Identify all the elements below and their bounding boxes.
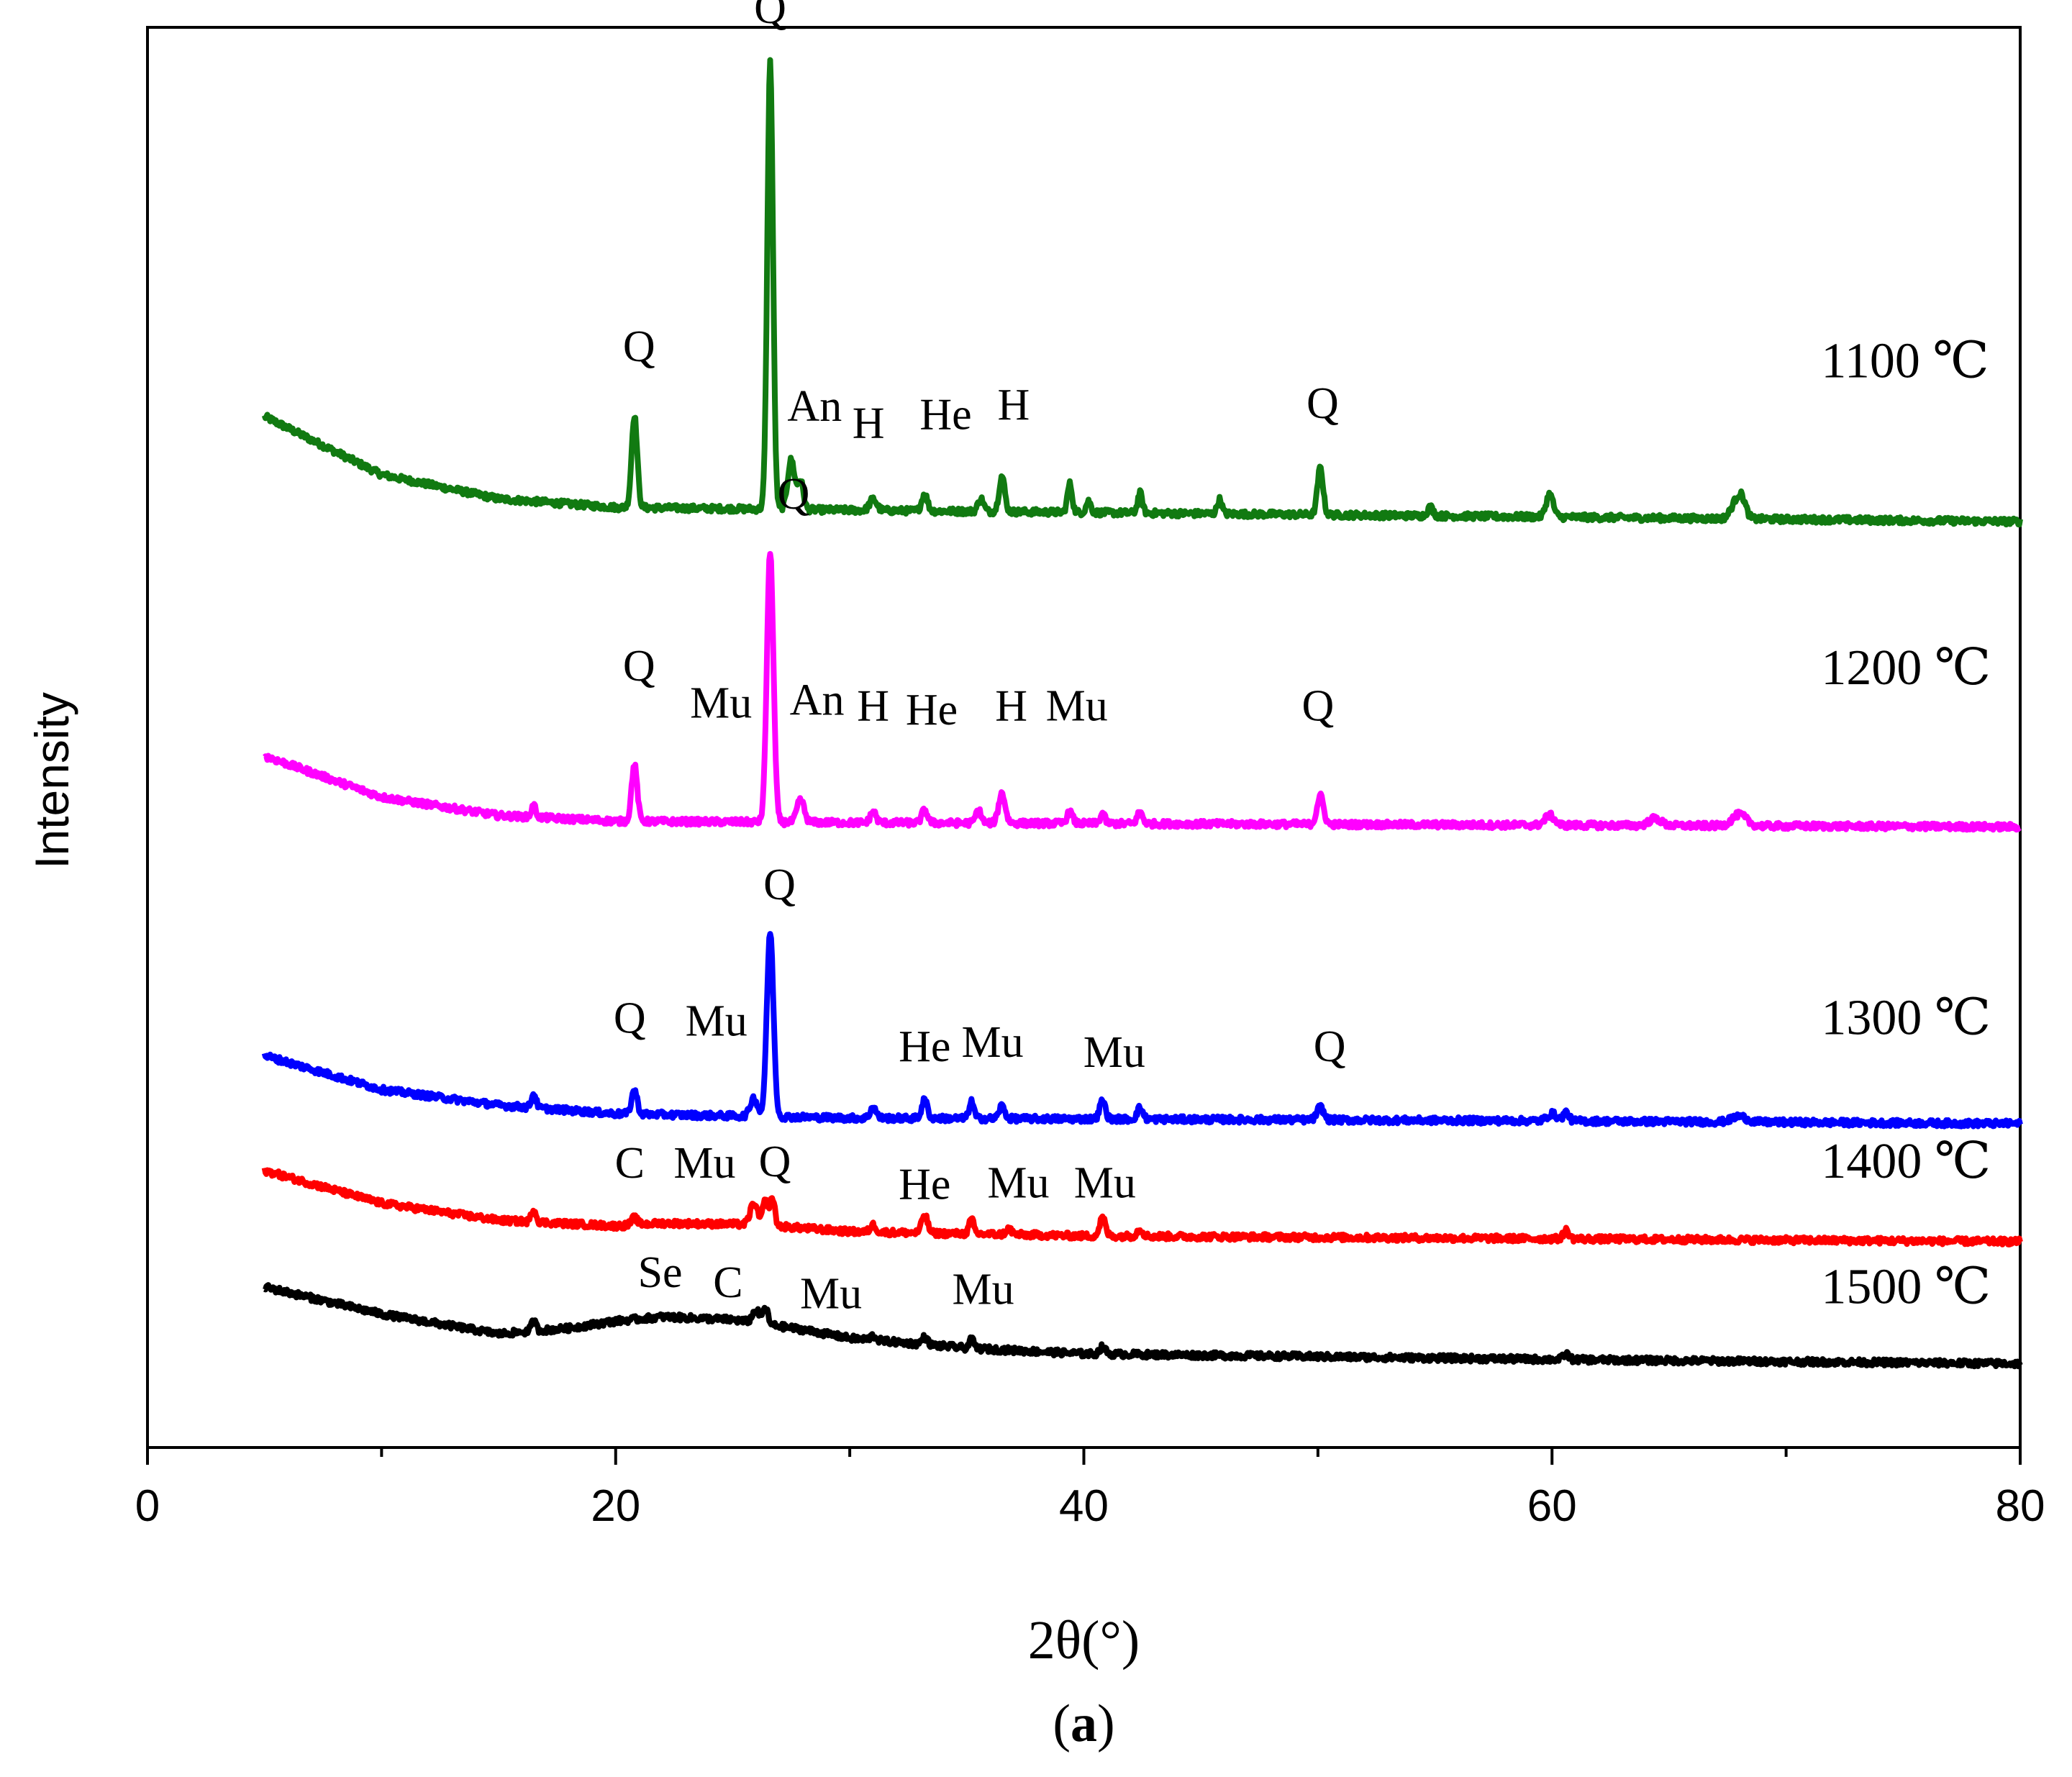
peak-label-4-0: Se (638, 1248, 683, 1297)
peak-label-3-0: Q (759, 1137, 791, 1186)
peak-label-4-2: Mu (800, 1270, 862, 1319)
peak-label-0-4: He (919, 391, 971, 440)
series-label-layer: 1100 ℃ 1200 ℃ 1300 ℃ 1400 ℃ 1500 ℃ (1821, 333, 1991, 1314)
series-label-0: 1100 ℃ (1821, 333, 1989, 388)
x-tick-label-40: 40 (1059, 1481, 1109, 1531)
x-tick-label-0: 0 (135, 1481, 160, 1531)
caption-open-paren: ( (1053, 1694, 1071, 1753)
peak-label-1-1: Q (623, 642, 655, 691)
peak-label-0-2: An (787, 382, 842, 431)
series-label-1: 1200 ℃ (1821, 640, 1991, 696)
peak-label-1-4: H (857, 681, 889, 730)
series-line-3 (261, 1167, 2023, 1247)
peak-label-2-1: Q (614, 994, 646, 1043)
peak-label-0-1: Q (623, 322, 655, 371)
peak-label-2-0: Q (763, 860, 796, 909)
peak-label-2-2: Mu (686, 997, 748, 1046)
peak-label-1-3: An (790, 676, 845, 724)
peak-label-2-3: He (899, 1022, 950, 1071)
peak-label-0-5: H (997, 381, 1030, 430)
figure-caption: (a) (1053, 1694, 1114, 1753)
series-line-0 (261, 57, 2023, 528)
peak-label-1-6: H (995, 681, 1027, 730)
peak-label-1-7: Mu (1046, 681, 1108, 730)
peak-label-0-6: Q (1307, 379, 1339, 428)
peak-label-3-3: He (899, 1160, 950, 1209)
peak-label-4-1: C (713, 1258, 742, 1307)
series-line-1 (263, 550, 2022, 833)
peak-label-1-2: Mu (690, 678, 752, 727)
peak-label-3-1: C (615, 1139, 645, 1188)
peak-label-1-0: Q (778, 470, 810, 519)
peak-label-2-4: Mu (962, 1018, 1024, 1067)
peak-label-2-6: Q (1314, 1022, 1346, 1071)
peak-label-3-2: Mu (673, 1139, 735, 1188)
caption-letter: a (1071, 1694, 1097, 1753)
peak-label-3-5: Mu (1074, 1159, 1136, 1208)
x-axis: 0 20 40 60 80 (135, 1447, 2045, 1531)
series-line-2 (261, 931, 2023, 1130)
series-label-2: 1300 ℃ (1821, 991, 1991, 1046)
x-tick-label-20: 20 (591, 1481, 640, 1531)
x-tick-label-60: 60 (1527, 1481, 1577, 1531)
peak-label-0-3: H (853, 399, 885, 447)
x-tick-label-80: 80 (1996, 1481, 2045, 1531)
peak-label-4-3: Mu (953, 1265, 1014, 1314)
series-line-4 (263, 1282, 2023, 1370)
caption-close-paren: ) (1097, 1694, 1115, 1753)
peak-label-1-5: He (906, 686, 958, 735)
x-axis-label: 2θ(°) (1028, 1610, 1140, 1671)
peak-label-2-5: Mu (1083, 1028, 1145, 1077)
y-axis-label: Intensity (25, 692, 78, 869)
series-layer (261, 57, 2023, 1370)
series-label-3: 1400 ℃ (1821, 1134, 1991, 1189)
peak-label-3-4: Mu (987, 1159, 1049, 1208)
peak-label-0-0: Q (754, 0, 786, 33)
series-label-4: 1500 ℃ (1821, 1260, 1991, 1315)
peak-label-1-8: Q (1301, 681, 1334, 730)
